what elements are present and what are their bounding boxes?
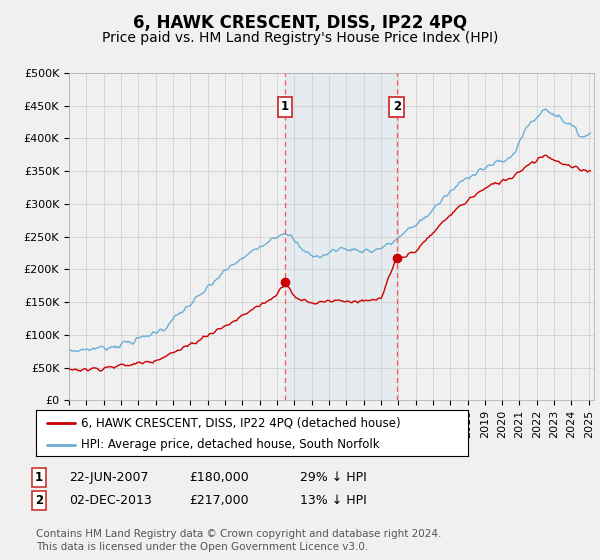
- Text: 02-DEC-2013: 02-DEC-2013: [69, 493, 152, 507]
- Text: 1: 1: [281, 100, 289, 113]
- Text: 6, HAWK CRESCENT, DISS, IP22 4PQ: 6, HAWK CRESCENT, DISS, IP22 4PQ: [133, 14, 467, 32]
- Text: Contains HM Land Registry data © Crown copyright and database right 2024.
This d: Contains HM Land Registry data © Crown c…: [36, 529, 442, 552]
- Text: 2: 2: [393, 100, 401, 113]
- Text: 13% ↓ HPI: 13% ↓ HPI: [300, 493, 367, 507]
- Text: 2: 2: [35, 493, 43, 507]
- Text: 22-JUN-2007: 22-JUN-2007: [69, 470, 149, 484]
- Text: 29% ↓ HPI: 29% ↓ HPI: [300, 470, 367, 484]
- Bar: [285, 73, 397, 400]
- Text: 6, HAWK CRESCENT, DISS, IP22 4PQ (detached house): 6, HAWK CRESCENT, DISS, IP22 4PQ (detach…: [82, 417, 401, 430]
- Text: £217,000: £217,000: [189, 493, 248, 507]
- Text: Price paid vs. HM Land Registry's House Price Index (HPI): Price paid vs. HM Land Registry's House …: [102, 31, 498, 45]
- Text: £180,000: £180,000: [189, 470, 249, 484]
- Text: 1: 1: [35, 470, 43, 484]
- Text: HPI: Average price, detached house, South Norfolk: HPI: Average price, detached house, Sout…: [82, 438, 380, 451]
